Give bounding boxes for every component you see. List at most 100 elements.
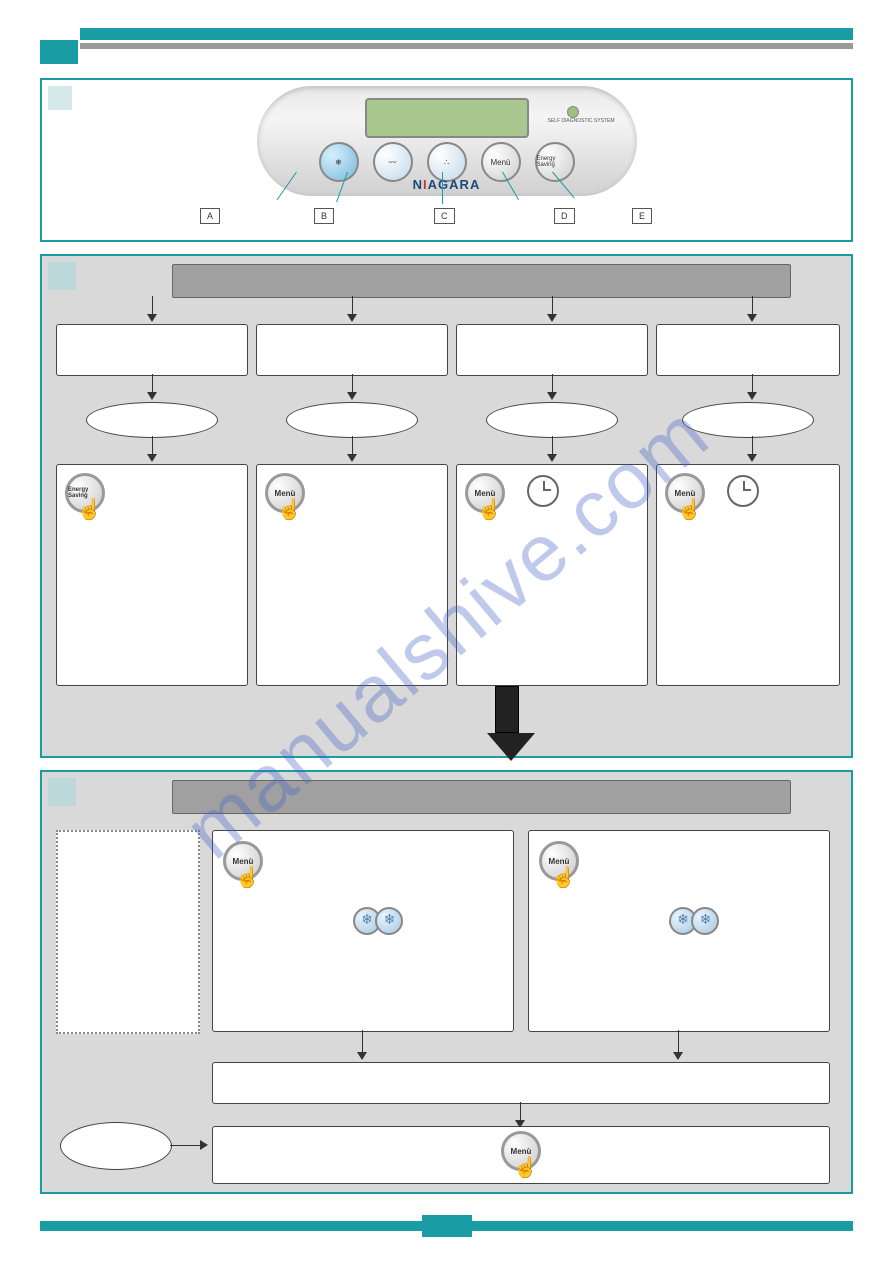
callout-a: A [200,208,220,224]
arrow-h2 [347,314,357,322]
hand-icon: ☝ [277,497,302,522]
arrow-t4 [747,392,757,400]
arrow-o4-line [752,436,753,454]
arrow-o1 [147,454,157,462]
arrow-h2-line [352,296,353,314]
panel-main-menu: Energy Saving ☝ Menù ☝ Menù ☝ Menù ☝ [40,254,853,758]
arrow-t3 [547,392,557,400]
col2-top-box [256,324,448,376]
arrow-o2-line [352,436,353,454]
hand-icon: ☝ [477,497,502,522]
device-button-d-menu: Menù [481,142,521,182]
arrow-t4-line [752,374,753,392]
arrow-o3-line [552,436,553,454]
diagnostic-label: SELF DIAGNOSTIC SYSTEM [548,118,615,124]
callout-c: C [434,208,455,224]
col3-oval [486,402,618,438]
device-button-c-bubble-icon: ∴ [427,142,467,182]
arrow-o3 [547,454,557,462]
p3-confirm-press: Menù ☝ [501,1131,541,1185]
snow-icon: ❄ [691,907,719,935]
col3-top-box [456,324,648,376]
col2-press: Menù ☝ [265,473,305,527]
col4-top-box [656,324,840,376]
device-body: SELF DIAGNOSTIC SYSTEM ❄ 〰 ∴ Menù Energy… [257,86,637,196]
arrow-h1 [147,314,157,322]
arrow-h3-line [552,296,553,314]
arrow-p3c2 [673,1052,683,1060]
panel3-header-bar [172,780,791,814]
clock-icon [727,475,759,507]
callout-e: E [632,208,652,224]
arrow-o1-line [152,436,153,454]
callout-d: D [554,208,575,224]
panel3-join-box [212,1062,830,1104]
arrow-t2 [347,392,357,400]
footer-page-box [422,1215,472,1237]
col4-card: Menù ☝ [656,464,840,686]
col3-press: Menù ☝ [465,473,505,527]
header-bar-gray [80,43,853,49]
lcd-screen [365,98,529,138]
panel3-confirm-box: Menù ☝ [212,1126,830,1184]
panel3-card1: Menù ☝ ❄ ❄ [212,830,514,1032]
arrow-p3c1 [357,1052,367,1060]
p3c2-press: Menù ☝ [539,841,579,895]
panel1-number-box [48,86,72,110]
arrow-join-line [520,1102,521,1120]
panel2-number-box [48,262,76,290]
panel2-header-bar [172,264,791,298]
big-arrow-down [487,686,527,756]
col3-card: Menù ☝ [456,464,648,686]
arrow-t1 [147,392,157,400]
confirm-arrow-right [200,1140,208,1150]
p3c1-snow-icons: ❄ ❄ [353,907,403,935]
arrow-p3c1-line [362,1030,363,1052]
arrow-h4 [747,314,757,322]
col4-oval [682,402,814,438]
snow-icon: ❄ [375,907,403,935]
p3c1-press: Menù ☝ [223,841,263,895]
device-button-b-water-icon: 〰 [373,142,413,182]
arrow-t3-line [552,374,553,392]
hand-icon: ☝ [77,497,102,522]
col1-top-box [56,324,248,376]
device-button-row: ❄ 〰 ∴ Menù Energy Saving [257,142,637,182]
col4-press: Menù ☝ [665,473,705,527]
hand-icon: ☝ [513,1155,538,1180]
device-button-a-snow-icon: ❄ [319,142,359,182]
panel3-number-box [48,778,76,806]
arrow-t1-line [152,374,153,392]
callout-b: B [314,208,334,224]
p3c2-snow-icons: ❄ ❄ [669,907,719,935]
header-square [40,40,78,64]
hand-icon: ☝ [677,497,702,522]
arrow-h4-line [752,296,753,314]
col1-card: Energy Saving ☝ [56,464,248,686]
diagnostic-led [567,106,579,118]
panel-submenu: Menù ☝ ❄ ❄ Menù ☝ ❄ ❄ [40,770,853,1194]
arrow-t2-line [352,374,353,392]
col1-oval [86,402,218,438]
clock-icon [527,475,559,507]
confirm-hline [170,1145,200,1146]
hand-icon: ☝ [551,865,576,890]
panel3-card2: Menù ☝ ❄ ❄ [528,830,830,1032]
device-brand: NIAGARA [413,177,481,192]
hand-icon: ☝ [235,865,260,890]
arrow-o4 [747,454,757,462]
arrow-p3c2-line [678,1030,679,1052]
arrow-h1-line [152,296,153,314]
arrow-h3 [547,314,557,322]
col2-oval [286,402,418,438]
arrow-o2 [347,454,357,462]
panel-device: SELF DIAGNOSTIC SYSTEM ❄ 〰 ∴ Menù Energy… [40,78,853,242]
page: manualshive.com SELF DIAGNOSTIC SYSTEM ❄… [0,0,893,1263]
panel3-confirm-oval [60,1122,172,1170]
col1-press: Energy Saving ☝ [65,473,105,527]
header-bar-top [80,28,853,40]
brand-prefix: N [413,177,423,192]
brand-suffix: AGARA [428,177,481,192]
panel3-note-box [56,830,200,1034]
col2-card: Menù ☝ [256,464,448,686]
